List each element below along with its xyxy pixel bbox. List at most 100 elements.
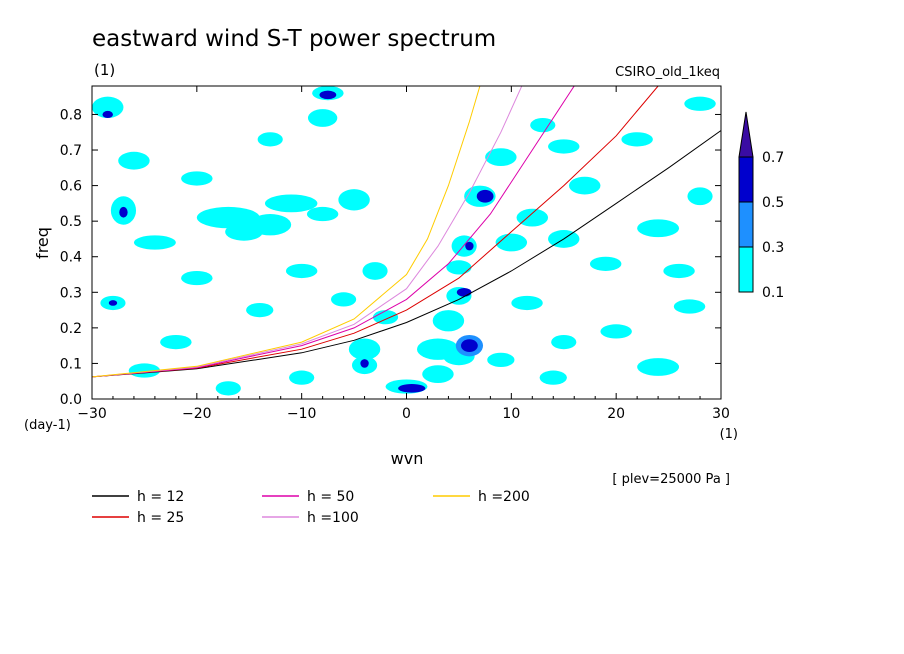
contour-patch (495, 233, 528, 252)
contour-patch (451, 235, 477, 257)
dispersion-curves (92, 86, 721, 378)
contour-patch (289, 370, 315, 385)
x-tick-label: −20 (182, 406, 212, 422)
contour-patch (307, 109, 338, 127)
dispersion-curve-h25 (92, 86, 659, 378)
contour-patch (360, 359, 369, 368)
x-tick-label: 0 (402, 406, 411, 422)
contour-patch (348, 338, 381, 360)
contour-patch (306, 206, 339, 222)
contour-patch (128, 363, 161, 378)
contour-patch (511, 295, 543, 311)
contour-patch (485, 148, 517, 167)
colorbar-segment (738, 201, 754, 248)
colorbar: 0.1 0.3 0.5 0.7 (738, 111, 784, 301)
contour-patch (257, 132, 283, 147)
colorbar-segment (738, 156, 754, 203)
contour-patch (600, 324, 632, 339)
contour-patch (215, 381, 241, 396)
contour-patch (551, 334, 577, 350)
contour-patch (160, 334, 192, 350)
dispersion-curve-h50 (92, 86, 575, 378)
y-tick-label: 0.8 (60, 107, 82, 123)
colorbar-label: 0.7 (762, 150, 784, 166)
contour-patch (422, 365, 454, 383)
colorbar-label: 0.1 (762, 285, 784, 301)
legend-label: h = 50 (307, 489, 354, 505)
contour-patch (461, 339, 478, 353)
chart-title: eastward wind S-T power spectrum (92, 26, 496, 52)
y-tick-label: 0.4 (60, 250, 82, 266)
legend-label: h =100 (307, 510, 359, 526)
legend: h = 12 h = 25 h = 50 h =100 h =200 (92, 489, 530, 526)
colorbar-label: 0.3 (762, 240, 784, 256)
contour-patch (621, 132, 653, 147)
colorbar-arrow (738, 111, 754, 158)
chart-subtitle-left: (1) (94, 61, 115, 79)
contour-patch (663, 263, 695, 279)
contour-patch (102, 110, 113, 119)
contour-patch (372, 310, 399, 325)
contour-patch (589, 256, 622, 271)
contour-patch (530, 118, 556, 133)
contour-patch (338, 189, 370, 211)
contour-patch (637, 219, 680, 238)
dispersion-curve-h200 (92, 86, 481, 378)
x-tick-label: 20 (607, 406, 625, 422)
contour-patch (465, 241, 474, 251)
legend-label: h = 12 (137, 489, 184, 505)
contour-patch (568, 176, 601, 195)
dispersion-curve-h12 (92, 130, 721, 378)
contour-patch (456, 288, 472, 297)
contour-patch (637, 358, 680, 376)
y-tick-label: 0.1 (60, 356, 82, 372)
contour-patch (319, 90, 337, 100)
annotation-plev: [ plev=25000 Pa ] (612, 472, 730, 487)
legend-label: h = 25 (137, 510, 184, 526)
plot-frame (91, 85, 722, 400)
contour-patch (687, 187, 713, 206)
y-axis: 0.0 0.1 0.2 0.3 0.4 0.5 0.6 0.7 0.8 (60, 107, 721, 408)
contour-patch (398, 384, 426, 393)
contour-patch (118, 151, 150, 170)
contour-patch (133, 235, 176, 250)
contour-patch (516, 208, 549, 227)
y-axis-label: freq (33, 227, 52, 259)
x-tick-label: 30 (712, 406, 730, 422)
contour-patch (673, 299, 706, 314)
contour-patch (539, 370, 567, 385)
y-tick-label: 0.2 (60, 321, 82, 337)
x-tick-label: −30 (77, 406, 107, 422)
x-tick-label: −10 (287, 406, 317, 422)
y-tick-label: 0.7 (60, 143, 82, 159)
contour-patch (684, 96, 716, 111)
y-axis-unit: (day-1) (24, 418, 71, 433)
dispersion-curve-h100 (92, 86, 523, 378)
contour-patch (432, 310, 465, 332)
x-axis: −30 −20 −10 0 10 20 30 (77, 86, 730, 422)
y-tick-label: 0.6 (60, 179, 82, 195)
colorbar-segment (738, 246, 754, 293)
contour-patch (119, 206, 128, 218)
x-axis-unit: (1) (720, 427, 738, 442)
contour-patch (92, 96, 124, 119)
contour-patch (331, 292, 357, 307)
contour-patch (264, 194, 318, 213)
contour-patch (548, 139, 580, 154)
contour-patch (476, 189, 494, 203)
x-axis-label: wvn (391, 449, 424, 468)
contour-patch (181, 171, 213, 186)
contour-patch (487, 352, 515, 367)
y-tick-label: 0.3 (60, 285, 82, 301)
contour-patch (249, 214, 292, 236)
contour-patch (246, 302, 274, 318)
contour-patches (92, 86, 716, 396)
chart-subtitle-right: CSIRO_old_1keq (615, 65, 720, 80)
y-tick-label: 0.5 (60, 214, 82, 230)
contour-patch (446, 260, 472, 275)
y-tick-label: 0.0 (60, 392, 82, 408)
legend-label: h =200 (478, 489, 530, 505)
contour-patch (108, 300, 118, 306)
contour-patch (181, 270, 213, 286)
